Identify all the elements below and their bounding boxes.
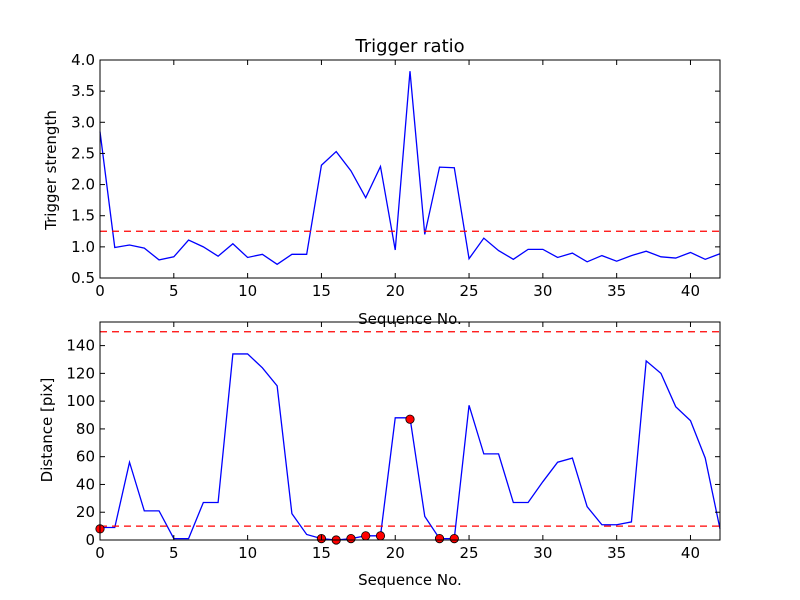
x-axis-label: Sequence No. [358, 571, 462, 589]
x-tick-label: 15 [312, 282, 331, 300]
y-tick-label: 4.0 [71, 51, 95, 69]
y-tick-label: 40 [76, 475, 95, 493]
x-tick-label: 40 [681, 282, 700, 300]
x-tick-label: 20 [386, 544, 405, 562]
y-tick-label: 3.5 [71, 82, 95, 100]
y-tick-label: 140 [66, 337, 95, 355]
x-tick-label: 0 [95, 282, 105, 300]
x-tick-label: 25 [460, 282, 479, 300]
data-marker [346, 534, 356, 544]
y-tick-label: 60 [76, 448, 95, 466]
trigger-ratio-chart: Trigger ratio 0 5 10 15 20 25 30 35 40 0.5 1.0 1.5 2… [42, 36, 721, 328]
plot-area: 0 5 10 15 20 25 30 35 40 0 20 40 60 80 100 120 140 [66, 321, 721, 562]
y-tick-label: 20 [76, 503, 95, 521]
data-marker [375, 531, 386, 541]
data-marker [361, 531, 371, 541]
x-tick-label: 40 [681, 544, 700, 562]
data-marker [449, 534, 459, 544]
y-tick-label: 0.5 [71, 269, 95, 287]
series-line [99, 71, 721, 266]
plot-frame [99, 59, 721, 279]
data-marker [405, 414, 415, 424]
x-tick-label: 5 [169, 282, 179, 300]
x-tick-label: 30 [533, 282, 552, 300]
x-tick-label: 15 [312, 544, 331, 562]
plot-frame [99, 321, 721, 541]
series-line [100, 353, 721, 541]
plot-area: 0 5 10 15 20 25 30 35 40 0.5 1.0 1.5 2.0 2.5 3.0 3.5 4.0 [71, 51, 721, 300]
x-tick-label: 5 [169, 544, 179, 562]
x-tick-label: 30 [533, 544, 552, 562]
y-tick-label: 80 [76, 420, 95, 438]
x-tick-label: 25 [460, 544, 479, 562]
data-marker [434, 534, 445, 544]
x-tick-label: 20 [386, 282, 405, 300]
y-tick-label: 3.0 [71, 113, 95, 131]
x-axis-label: Sequence No. [358, 310, 462, 328]
x-tick-label: 10 [238, 544, 257, 562]
y-tick-label: 2.5 [71, 144, 95, 162]
chart-title: Trigger ratio [354, 36, 464, 57]
y-tick-label: 1.5 [71, 207, 95, 225]
x-tick-label: 35 [607, 544, 626, 562]
y-tick-label: 1.0 [71, 238, 95, 256]
y-tick-label: 120 [66, 364, 95, 382]
y-tick-label: 0 [85, 531, 95, 549]
y-tick-label: 100 [66, 392, 95, 410]
x-tick-label: 10 [238, 282, 257, 300]
x-tick-label: 0 [95, 544, 105, 562]
distance-chart: 0 5 10 15 20 25 30 35 40 0 20 40 60 80 100 120 140 Seque… [38, 321, 721, 589]
y-tick-label: 2.0 [71, 176, 95, 194]
x-tick-label: 35 [607, 282, 626, 300]
y-axis-label: Trigger strength [42, 110, 60, 231]
y-axis-label: Distance [pix] [38, 378, 56, 483]
